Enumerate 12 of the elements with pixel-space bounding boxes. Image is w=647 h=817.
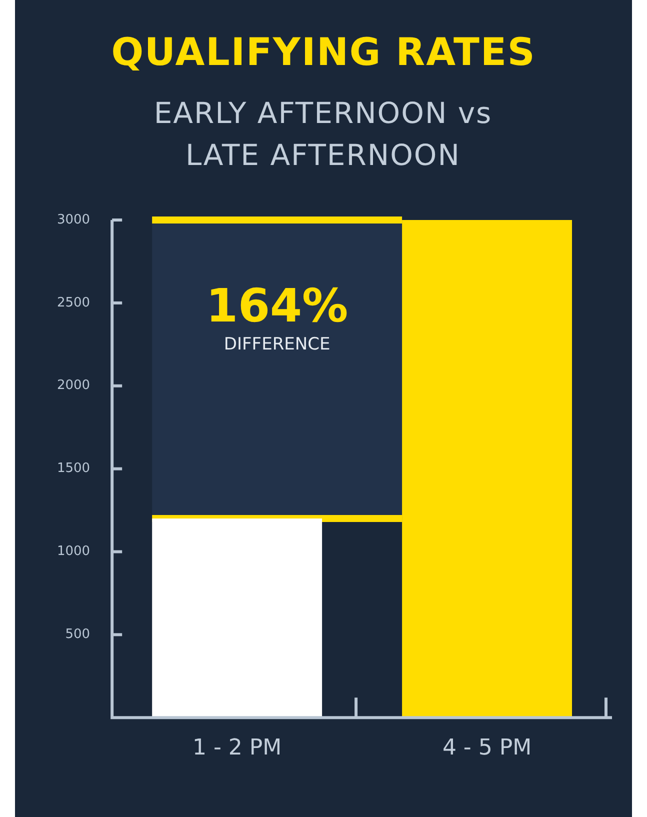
y-tick-label: 1000	[56, 544, 90, 560]
x-tick-label: 1 - 2 PM	[192, 736, 282, 761]
y-tick-label: 1500	[56, 461, 90, 476]
y-tick-label: 2500	[56, 295, 90, 310]
x-tick-label: 4 - 5 PM	[442, 736, 532, 761]
chart-subtitle: EARLY AFTERNOON vs LATE AFTERNOON	[152, 95, 494, 174]
annotation: 164%	[206, 278, 348, 332]
annotation: DIFFERENCE	[224, 334, 330, 354]
y-tick-label: 2000	[56, 378, 90, 394]
y-tick-label: 500	[65, 627, 90, 642]
chart-title: QUALIFYING RATES	[110, 30, 537, 74]
y-tick-label: 3000	[56, 212, 90, 228]
